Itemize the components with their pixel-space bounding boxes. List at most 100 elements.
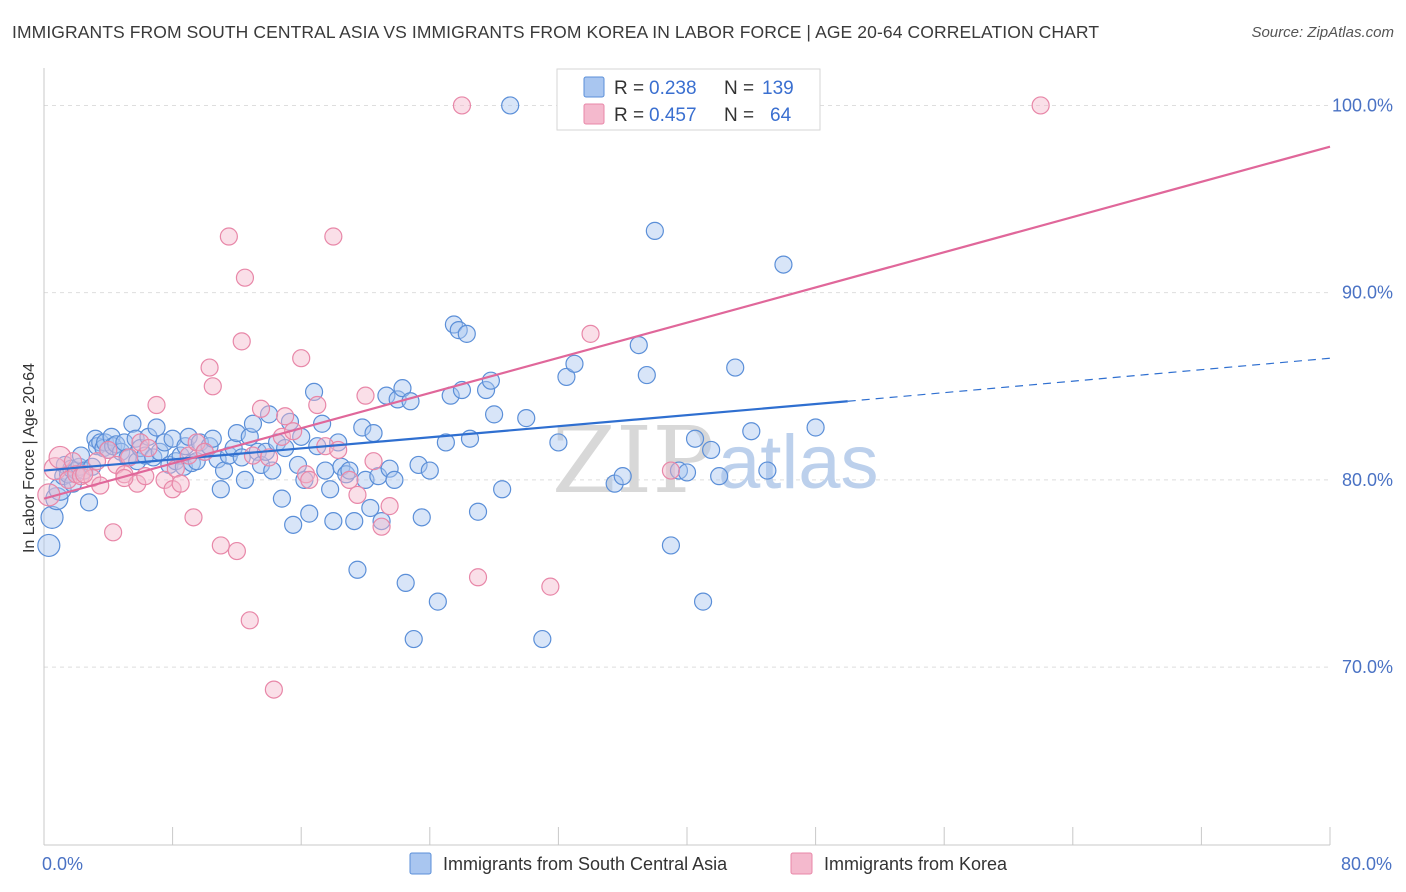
data-point	[677, 463, 697, 482]
data-point	[404, 629, 423, 649]
data-point	[316, 461, 335, 480]
data-point	[284, 515, 303, 534]
data-point	[308, 395, 327, 415]
data-point	[444, 315, 464, 334]
data-point	[37, 533, 61, 558]
legend-stats-swatch-pink	[583, 103, 605, 125]
data-point	[356, 386, 375, 405]
data-point	[171, 474, 190, 493]
legend-swatch-pink	[790, 852, 813, 875]
data-point	[296, 465, 316, 484]
data-point	[613, 467, 632, 486]
data-point	[324, 227, 343, 246]
data-point	[557, 367, 576, 387]
data-point	[541, 577, 560, 596]
data-point	[581, 324, 600, 343]
data-point	[468, 502, 488, 521]
data-point	[120, 448, 139, 467]
x-tick-label-max: 80.0%	[1341, 854, 1392, 874]
data-point	[501, 96, 520, 115]
trend-line-pink	[43, 145, 1331, 500]
data-point	[240, 611, 259, 630]
data-point	[104, 523, 123, 542]
x-ticks	[43, 827, 1331, 845]
data-point	[393, 379, 412, 398]
data-point	[420, 461, 439, 480]
data-point	[203, 377, 222, 396]
data-point	[758, 461, 777, 480]
data-point	[565, 354, 584, 373]
data-point	[79, 493, 99, 512]
data-point	[353, 418, 372, 437]
data-point	[645, 221, 664, 240]
data-point	[99, 440, 118, 460]
legend-r-label-pink: R =	[614, 105, 644, 126]
watermark-atlas: atlas	[718, 420, 879, 505]
legend-stats-swatch-blue	[583, 76, 605, 98]
data-point	[380, 497, 399, 516]
y-axis-title: In Labor Force | Age 20-64	[21, 363, 38, 553]
data-point	[476, 380, 496, 400]
data-point	[219, 227, 238, 246]
series-south-central-asia	[37, 96, 825, 649]
data-point	[396, 573, 415, 592]
data-point	[361, 498, 380, 518]
data-point	[428, 592, 447, 611]
data-point	[147, 395, 166, 415]
y-tick-label: 80.0%	[1342, 470, 1393, 490]
legend-r-label-blue: R =	[614, 78, 644, 99]
legend-swatch-blue	[409, 852, 432, 875]
data-point	[485, 405, 504, 424]
data-point	[774, 255, 793, 274]
data-point	[702, 440, 721, 460]
data-point	[452, 96, 472, 115]
data-point	[123, 414, 142, 433]
data-point	[806, 418, 825, 437]
data-point	[468, 568, 488, 587]
y-tick-label: 100.0%	[1332, 95, 1393, 115]
legend-n-label-pink: N =	[724, 105, 754, 126]
data-point	[457, 324, 476, 343]
data-point	[200, 358, 219, 377]
y-tick-label: 90.0%	[1342, 283, 1393, 303]
data-point	[409, 455, 428, 475]
legend-n-value-pink: 64	[770, 105, 792, 126]
data-point	[340, 470, 359, 490]
data-point	[348, 560, 367, 579]
legend-n-label-blue: N =	[724, 78, 754, 99]
data-point	[693, 592, 713, 611]
data-point	[372, 511, 391, 531]
data-point	[364, 423, 383, 443]
data-point	[243, 446, 263, 465]
legend-label-blue: Immigrants from South Central Asia	[443, 854, 728, 874]
data-point	[235, 268, 255, 287]
legend-r-value-pink: 0.457	[649, 105, 697, 126]
data-point	[184, 508, 203, 527]
y-tick-labels: 70.0% 80.0% 90.0% 100.0%	[1332, 95, 1393, 677]
data-point	[227, 541, 246, 561]
data-point	[493, 480, 512, 499]
data-point	[243, 414, 263, 433]
legend-r-value-blue: 0.238	[649, 78, 697, 99]
legend-label-pink: Immigrants from Korea	[824, 854, 1008, 874]
data-point	[637, 365, 656, 385]
data-point	[401, 392, 420, 411]
data-point	[742, 422, 761, 441]
trend-line-blue	[43, 400, 848, 472]
data-point	[211, 536, 230, 555]
legend-n-value-blue: 139	[762, 78, 794, 99]
watermark: ZIP atlas	[552, 407, 879, 514]
data-point	[340, 461, 359, 480]
data-point	[276, 407, 295, 426]
chart-title: IMMIGRANTS FROM SOUTH CENTRAL ASIA VS IM…	[12, 22, 1100, 42]
data-point	[324, 511, 343, 531]
data-point	[661, 461, 681, 480]
watermark-zip: ZIP	[552, 407, 714, 514]
data-point	[385, 470, 404, 490]
legend-stats: R = 0.238 N = 139 R = 0.457 N = 64	[556, 68, 821, 131]
data-point	[685, 429, 705, 448]
grid-lines	[44, 104, 1330, 668]
data-point	[345, 511, 364, 531]
data-point	[272, 489, 292, 508]
